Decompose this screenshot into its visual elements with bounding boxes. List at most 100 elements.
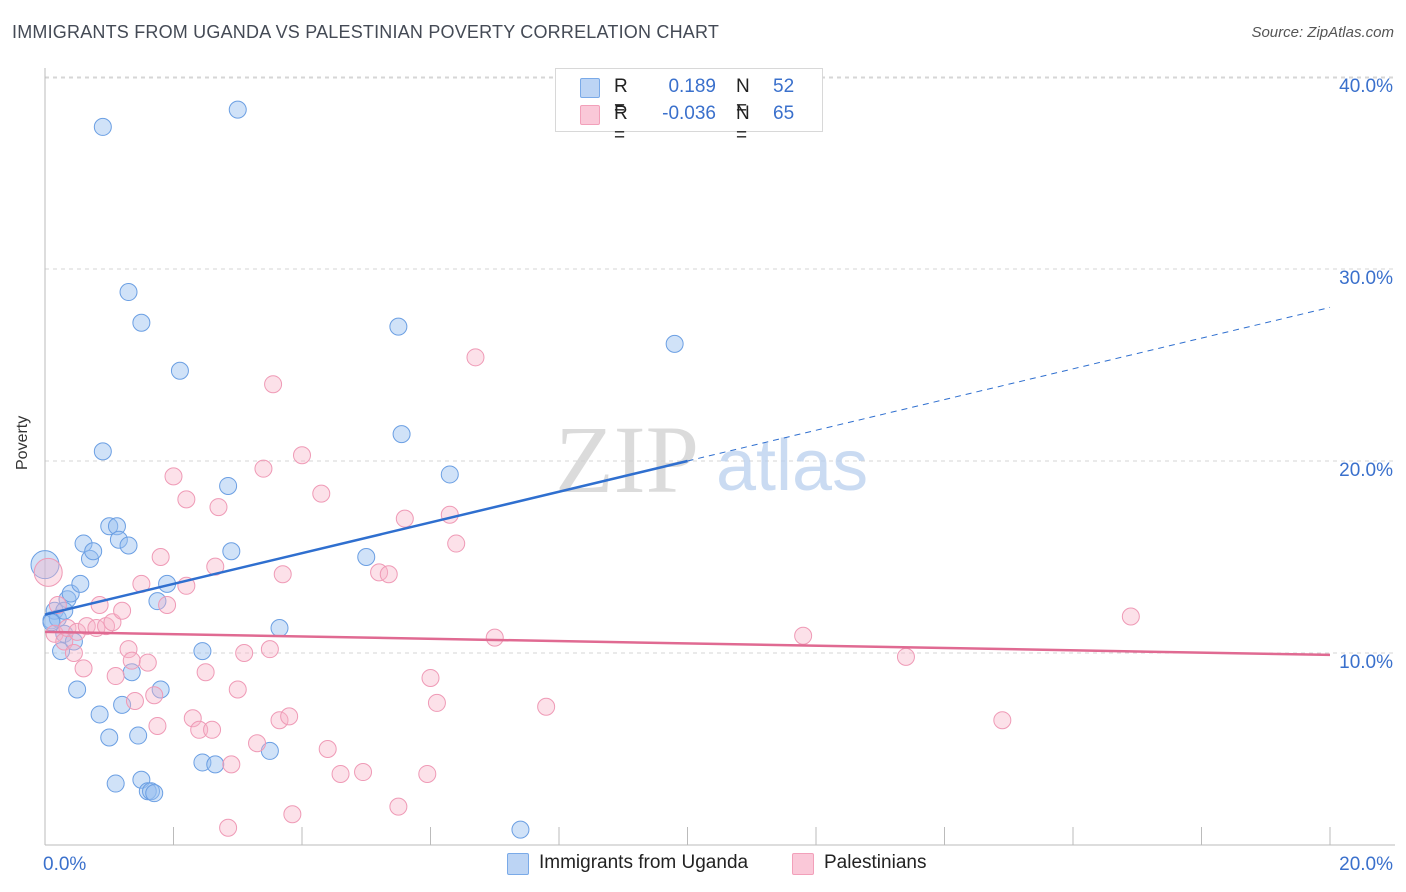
- palestinian-point: [896, 647, 915, 666]
- palestinian-point: [235, 644, 254, 662]
- uganda-point: [93, 442, 112, 461]
- uganda-point: [109, 530, 128, 549]
- palestinian-point: [421, 668, 440, 687]
- palestinian-point: [64, 644, 83, 662]
- uganda-point: [61, 584, 80, 603]
- uganda-trend-line: [44, 459, 688, 616]
- uganda-point: [170, 361, 189, 380]
- n-value-palestinians: 65: [773, 103, 795, 124]
- uganda-point: [100, 517, 119, 536]
- axes: [44, 68, 1395, 846]
- uganda-point: [142, 782, 161, 801]
- palestinian-point: [158, 596, 177, 614]
- palestinian-point: [318, 740, 337, 758]
- uganda-point: [511, 820, 530, 839]
- data-points: [30, 100, 1140, 839]
- y-tick-label: 30.0%: [1339, 268, 1393, 289]
- palestinian-point: [1121, 607, 1140, 626]
- uganda-point: [106, 774, 125, 793]
- uganda-point: [193, 642, 212, 661]
- palestinian-point: [379, 565, 398, 584]
- palestinian-point: [264, 375, 283, 394]
- uganda-point: [665, 334, 684, 353]
- trend-lines: [44, 306, 1331, 657]
- palestinian-point: [106, 667, 125, 686]
- watermark-zip: ZIP: [555, 406, 699, 513]
- palestinian-point: [138, 653, 157, 672]
- uganda-point: [440, 465, 459, 484]
- uganda-point: [74, 534, 93, 553]
- palestinian-point: [447, 534, 466, 553]
- palestinian-point: [440, 505, 459, 524]
- palestinian-point: [228, 680, 247, 699]
- palestinian-point: [389, 797, 408, 816]
- watermark-atlas: atlas: [716, 426, 868, 506]
- palestinian-trend-line: [44, 630, 1331, 657]
- r-value-palestinians: -0.036: [662, 103, 716, 124]
- palestinian-point: [113, 601, 132, 620]
- uganda-point: [206, 755, 225, 774]
- palestinian-point: [222, 755, 241, 774]
- palestinian-point: [993, 711, 1012, 730]
- palestinian-point: [219, 818, 238, 837]
- r-value-uganda: 0.189: [668, 76, 716, 97]
- palestinian-point: [273, 565, 292, 584]
- uganda-swatch: [580, 78, 600, 98]
- uganda-point: [119, 536, 138, 555]
- uganda-point: [389, 317, 408, 336]
- palestinian-point: [395, 509, 414, 528]
- uganda-point: [30, 550, 60, 580]
- r-label: R =: [614, 103, 628, 146]
- uganda-point: [84, 542, 103, 561]
- palestinian-point: [125, 692, 144, 710]
- uganda-point: [107, 517, 126, 536]
- palestinian-point: [145, 686, 164, 705]
- palestinian-point: [293, 446, 311, 465]
- uganda-point: [119, 283, 138, 302]
- palestinian-legend-swatch: [792, 853, 814, 875]
- uganda-trend-extension: [687, 306, 1331, 462]
- palestinian-point: [103, 613, 122, 632]
- chart-title: IMMIGRANTS FROM UGANDA VS PALESTINIAN PO…: [12, 22, 720, 42]
- uganda-point: [129, 726, 148, 745]
- palestinian-point: [283, 805, 302, 824]
- y-tick-label: 40.0%: [1339, 76, 1393, 97]
- uganda-legend-label: Immigrants from Uganda: [539, 852, 749, 873]
- palestinian-point: [196, 663, 215, 682]
- palestinian-point: [122, 651, 141, 670]
- tick-labels: 10.0% 20.0% 30.0% 40.0% 0.0% 20.0%: [43, 76, 1393, 875]
- palestinian-point: [254, 459, 273, 478]
- palestinian-point: [190, 720, 209, 739]
- x-tick-label: 0.0%: [43, 854, 86, 875]
- r-label: R =: [614, 76, 628, 119]
- n-value-uganda: 52: [773, 76, 795, 97]
- palestinian-point: [312, 484, 331, 503]
- palestinian-point: [248, 734, 267, 753]
- palestinian-point: [119, 640, 138, 659]
- y-tick-label: 20.0%: [1339, 460, 1393, 481]
- palestinian-point: [183, 709, 202, 728]
- palestinian-point: [74, 659, 93, 678]
- uganda-point: [58, 590, 77, 609]
- uganda-legend-swatch: [507, 853, 529, 875]
- uganda-point: [71, 574, 90, 593]
- uganda-point: [68, 680, 87, 699]
- palestinian-point: [203, 720, 222, 739]
- palestinian-point: [794, 626, 813, 645]
- palestinian-point: [354, 763, 373, 782]
- uganda-point: [90, 705, 109, 724]
- palestinian-point: [537, 697, 556, 716]
- palestinian-swatch: [580, 105, 600, 125]
- y-axis-label: Poverty: [14, 415, 31, 470]
- palestinian-point: [280, 707, 299, 726]
- uganda-point: [392, 425, 411, 444]
- palestinian-point: [270, 711, 289, 730]
- palestinian-point: [418, 764, 437, 783]
- uganda-point: [228, 100, 247, 119]
- y-tick-label: 10.0%: [1339, 652, 1393, 673]
- palestinian-point: [177, 490, 196, 509]
- n-label: N =: [736, 103, 750, 146]
- source-label: Source: ZipAtlas.com: [1251, 24, 1394, 41]
- palestinian-point: [466, 348, 485, 367]
